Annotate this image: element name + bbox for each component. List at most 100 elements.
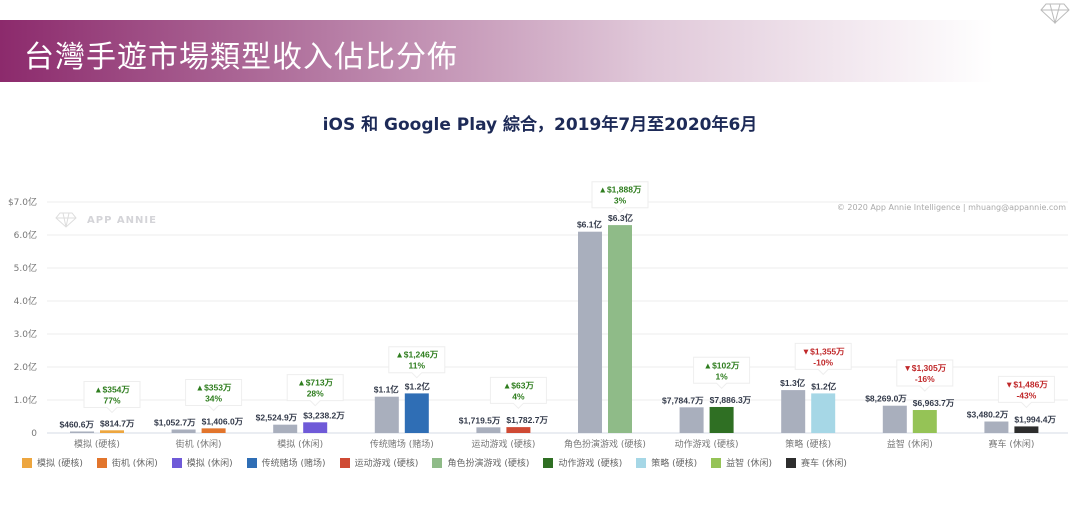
category-label: 模拟 (硬核) [74, 438, 120, 450]
y-tick-label: 5.0亿 [14, 262, 37, 274]
credit-text: © 2020 App Annie Intelligence | mhuang@a… [837, 203, 1066, 212]
value-label-prior: $7,784.7万 [662, 395, 704, 405]
legend-swatch [172, 458, 182, 468]
y-tick-label: 4.0亿 [14, 295, 37, 307]
change-amount: ▲$63万 [503, 380, 535, 390]
value-label-prior: $1,052.7万 [154, 418, 196, 428]
value-label-prior: $460.6万 [60, 419, 95, 429]
y-tick-label: 0 [31, 429, 37, 439]
bar-prior [70, 431, 94, 433]
category-label: 运动游戏 (硬核) [471, 438, 535, 450]
value-label-prior: $2,524.9万 [256, 413, 298, 423]
bar-current [710, 407, 734, 433]
value-label-current: $1.2亿 [811, 381, 837, 391]
change-percent: 34% [205, 394, 222, 404]
legend-swatch [543, 458, 553, 468]
legend-label: 模拟 (休闲) [187, 456, 233, 469]
value-label-current: $6.3亿 [608, 213, 634, 223]
bar-chart: 0 1.0亿 2.0亿 3.0亿 4.0亿 5.0亿 6.0亿 $7.0亿 APP ANNIE ©… [0, 180, 1080, 455]
legend-item[interactable]: 动作游戏 (硬核) [543, 456, 622, 469]
value-label-current: $1,994.4万 [1014, 414, 1056, 424]
bar-current [811, 393, 835, 433]
change-amount: ▲$354万 [94, 384, 130, 394]
category-label: 策略 (硬核) [785, 438, 831, 450]
legend-label: 模拟 (硬核) [37, 456, 83, 469]
change-amount: ▼$1,355万 [802, 346, 845, 356]
bar-current [100, 430, 124, 433]
change-percent: 11% [409, 361, 426, 371]
bar-current [506, 427, 530, 433]
y-tick-label: 6.0亿 [14, 229, 37, 241]
category-label: 传统赌场 (赌场) [370, 438, 434, 450]
legend-swatch [786, 458, 796, 468]
bar-current [303, 422, 327, 433]
bar-current [202, 428, 226, 433]
change-amount: ▲$713万 [297, 378, 333, 388]
value-label-prior: $8,269.0万 [865, 394, 907, 404]
value-label-prior: $3,480.2万 [967, 410, 1009, 420]
legend-item[interactable]: 赛车 (休闲) [786, 456, 847, 469]
change-percent: -43% [1016, 390, 1036, 400]
change-percent: 3% [614, 196, 627, 206]
change-percent: 28% [307, 389, 324, 399]
legend-swatch [22, 458, 32, 468]
legend-item[interactable]: 传统赌场 (赌场) [247, 456, 326, 469]
value-label-current: $6,963.7万 [913, 398, 955, 408]
title-banner: 台灣手遊市場類型收入佔比分佈 [0, 20, 1080, 82]
y-tick-label: 3.0亿 [14, 328, 37, 340]
y-tick-label: 2.0亿 [14, 361, 37, 373]
watermark: APP ANNIE [87, 215, 157, 226]
legend-label: 动作游戏 (硬核) [558, 456, 622, 469]
bar-current [1014, 426, 1038, 433]
change-amount: ▼$1,305万 [903, 363, 946, 373]
bar-prior [375, 397, 399, 433]
change-amount: ▲$1,888万 [599, 185, 642, 195]
change-percent: 4% [512, 391, 525, 401]
legend-swatch [97, 458, 107, 468]
category-label: 街机 (休闲) [176, 438, 222, 450]
legend-item[interactable]: 模拟 (硬核) [22, 456, 83, 469]
value-label-current: $814.7万 [100, 418, 135, 428]
value-label-current: $1,782.7万 [506, 415, 548, 425]
legend-item[interactable]: 运动游戏 (硬核) [340, 456, 419, 469]
bar-current [913, 410, 937, 433]
value-label-prior: $1.1亿 [374, 385, 400, 395]
value-label-prior: $1.3亿 [780, 378, 806, 388]
y-tick-label: 1.0亿 [14, 394, 37, 406]
bar-prior [172, 430, 196, 433]
legend-item[interactable]: 益智 (休闲) [711, 456, 772, 469]
legend-swatch [340, 458, 350, 468]
legend-label: 运动游戏 (硬核) [355, 456, 419, 469]
category-label: 角色扮演游戏 (硬核) [564, 438, 646, 450]
legend-item[interactable]: 角色扮演游戏 (硬核) [432, 456, 529, 469]
bar-prior [273, 425, 297, 433]
change-percent: 77% [103, 395, 120, 405]
watermark-logo-icon [56, 213, 76, 227]
bar-current [608, 225, 632, 433]
legend-label: 赛车 (休闲) [801, 456, 847, 469]
bar-prior [883, 406, 907, 433]
category-label: 益智 (休闲) [887, 438, 933, 450]
bar-current [405, 393, 429, 433]
change-amount: ▲$1,246万 [395, 350, 438, 360]
change-amount: ▲$102万 [704, 360, 740, 370]
change-amount: ▼$1,486万 [1005, 379, 1048, 389]
value-label-current: $3,238.2万 [303, 410, 345, 420]
value-label-current: $1.2亿 [405, 381, 431, 391]
legend-swatch [247, 458, 257, 468]
legend-item[interactable]: 街机 (休闲) [97, 456, 158, 469]
legend-item[interactable]: 策略 (硬核) [636, 456, 697, 469]
legend-item[interactable]: 模拟 (休闲) [172, 456, 233, 469]
legend-label: 益智 (休闲) [726, 456, 772, 469]
bar-prior [578, 232, 602, 433]
change-amount: ▲$353万 [196, 383, 232, 393]
y-tick-label: $7.0亿 [8, 196, 37, 208]
bar-prior [476, 427, 500, 433]
legend-swatch [636, 458, 646, 468]
value-label-prior: $1,719.5万 [459, 415, 501, 425]
page-title: 台灣手遊市場類型收入佔比分佈 [24, 32, 458, 76]
legend-label: 角色扮演游戏 (硬核) [447, 456, 529, 469]
legend-label: 传统赌场 (赌场) [262, 456, 326, 469]
value-label-prior: $6.1亿 [577, 220, 603, 230]
category-label: 动作游戏 (硬核) [675, 438, 739, 450]
